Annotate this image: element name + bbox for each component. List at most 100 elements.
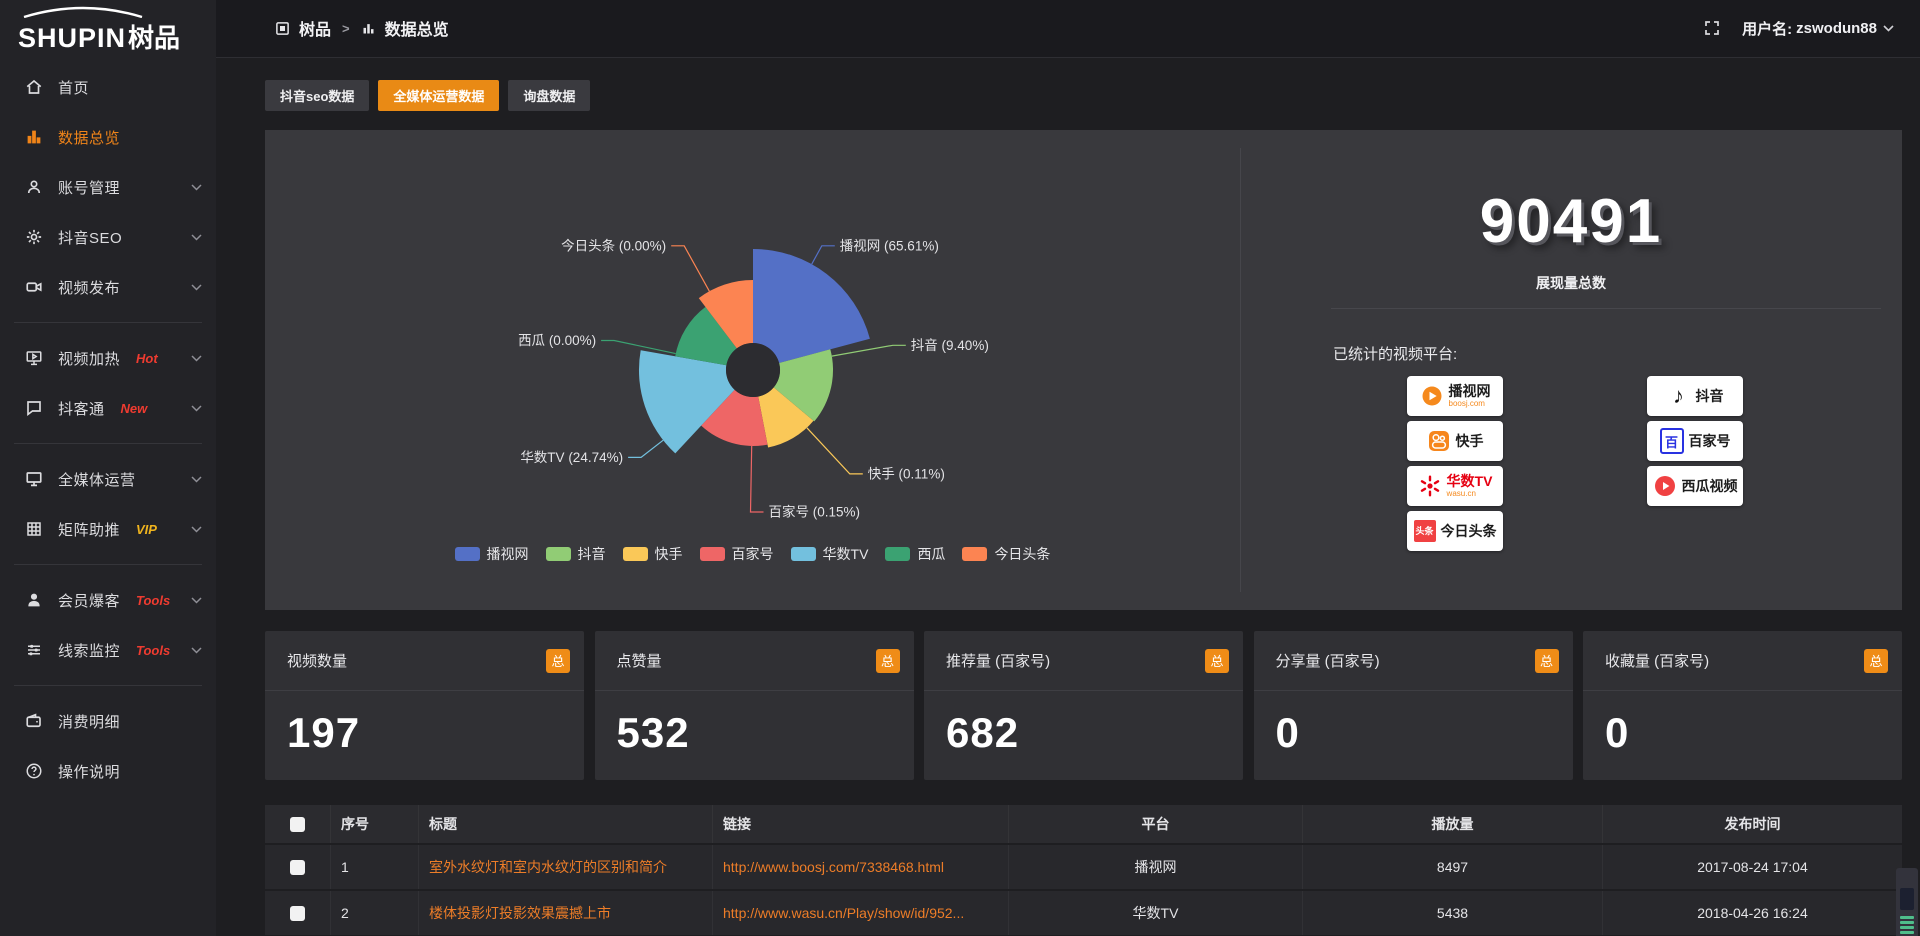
sidebar-item-sliders[interactable]: 线索监控 Tools	[0, 625, 216, 675]
cell-link[interactable]: http://www.wasu.cn/Play/show/id/952...	[712, 891, 1008, 935]
breadcrumb-separator: >	[342, 20, 350, 36]
sidebar-item-monitor[interactable]: 全媒体运营	[0, 454, 216, 504]
sidebar-item-label: 会员爆客	[58, 592, 121, 610]
stat-card-value: 682	[946, 709, 1020, 756]
tab-2[interactable]: 询盘数据	[508, 80, 591, 111]
legend-item-今日头条[interactable]: 今日头条	[962, 544, 1050, 564]
legend-item-抖音[interactable]: 抖音	[545, 544, 606, 564]
legend-item-播视网[interactable]: 播视网	[454, 544, 529, 564]
tab-0[interactable]: 抖音seo数据	[265, 80, 370, 111]
overview-panel: 播视网 (65.61%) 抖音 (9.40%) 快手 (0.11%) 百家号 (0.1…	[265, 130, 1902, 610]
legend-label: 华数TV	[822, 546, 869, 562]
panel-divider	[1240, 148, 1241, 592]
pie-slice-抖音[interactable]	[773, 349, 834, 422]
sidebar-item-label: 消费明细	[58, 713, 121, 731]
sidebar-item-gear[interactable]: 抖音SEO	[0, 212, 216, 262]
pie-slice-西瓜[interactable]	[675, 306, 737, 366]
pie-slice-百家号[interactable]	[701, 389, 768, 446]
pie-label-line	[749, 445, 764, 513]
stat-card-label: 视频数量	[287, 653, 348, 670]
cell-index: 1	[330, 845, 418, 889]
pie-label: 抖音 (9.40%)	[911, 337, 989, 353]
stat-card-value: 197	[287, 709, 361, 756]
legend-item-西瓜[interactable]: 西瓜	[885, 544, 945, 564]
topbar: 树品 > 数据总览 用户名: zswodun88	[216, 0, 1920, 58]
row-checkbox[interactable]	[290, 905, 305, 921]
legend-label: 快手	[654, 546, 683, 562]
sidebar-item-monitor-play[interactable]: 视频加热 Hot	[0, 333, 216, 383]
tab-1[interactable]: 全媒体运营数据	[378, 80, 500, 111]
username: zswodun88	[1796, 19, 1877, 37]
sidebar-item-question[interactable]: 操作说明	[0, 746, 216, 796]
stat-card-value: 532	[616, 709, 690, 756]
douyin-logo-icon: ♪	[1673, 383, 1684, 408]
sidebar-item-video[interactable]: 视频发布	[0, 262, 216, 312]
user-menu[interactable]: 用户名: zswodun88	[1742, 18, 1894, 39]
sidebar-item-chat[interactable]: 抖客通 New	[0, 383, 216, 433]
sidebar: SHUPIN树品 首页 数据总览 账号管理抖音SEO 视频发布视频加热 Hot 抖客通 Ne…	[0, 0, 216, 936]
chart-icon	[24, 127, 44, 147]
pie-slice-华数TV[interactable]	[638, 350, 735, 454]
cell-title[interactable]: 楼体投影灯投影效果震撼上市	[418, 891, 712, 935]
boosj-logo-icon	[1420, 384, 1444, 408]
legend-swatch	[454, 547, 480, 561]
sidebar-item-users[interactable]: 会员爆客 Tools	[0, 575, 216, 625]
sidebar-item-home[interactable]: 首页	[0, 62, 216, 112]
legend-item-快手[interactable]: 快手	[622, 544, 683, 564]
legend-item-华数TV[interactable]: 华数TV	[790, 544, 869, 564]
stat-card-value: 0	[1605, 709, 1630, 756]
total-badge: 总	[546, 648, 570, 673]
logo-text-en: SHUPIN	[18, 23, 127, 53]
cell-platform: 播视网	[1008, 845, 1302, 889]
platform-name: 百家号	[1688, 433, 1731, 449]
sidebar-divider	[14, 685, 202, 686]
breadcrumb-page[interactable]: 数据总览	[384, 22, 449, 39]
pie-label-line	[601, 339, 676, 355]
sidebar-item-chart[interactable]: 数据总览	[0, 112, 216, 162]
pie-hole	[726, 343, 780, 397]
rose-chart: 播视网 (65.61%) 抖音 (9.40%) 快手 (0.11%) 百家号 (0.1…	[518, 237, 989, 519]
home-icon	[24, 77, 44, 97]
logo-text-cn: 树品	[128, 23, 181, 53]
legend-label: 西瓜	[917, 546, 946, 562]
platform-name: 快手	[1455, 433, 1484, 449]
user-icon	[24, 177, 44, 197]
column-header-0: 序号	[330, 805, 418, 843]
user-label: 用户名:	[1742, 20, 1793, 38]
app-square-icon	[275, 21, 290, 36]
breadcrumb-app[interactable]: 树品	[299, 22, 332, 39]
cell-link[interactable]: http://www.boosj.com/7338468.html	[712, 845, 1008, 889]
pie-slice-今日头条[interactable]	[698, 279, 753, 349]
sidebar-item-label: 抖音SEO	[58, 229, 123, 247]
summary-divider	[1331, 308, 1881, 309]
gear-icon	[24, 227, 44, 247]
pie-label: 今日头条 (0.00%)	[561, 237, 666, 253]
select-all-checkbox[interactable]	[290, 816, 305, 832]
fullscreen-icon[interactable]	[1704, 20, 1720, 36]
sidebar-divider	[14, 443, 202, 444]
row-checkbox[interactable]	[290, 859, 305, 875]
legend-label: 抖音	[577, 546, 606, 562]
sidebar-item-grid[interactable]: 矩阵助推 VIP	[0, 504, 216, 554]
legend-item-百家号[interactable]: 百家号	[699, 544, 774, 564]
summary-section: 90491 展现量总数 已统计的视频平台: 播视网 boosj.com 快手 华数TV…	[1241, 130, 1902, 610]
legend-label: 百家号	[731, 546, 774, 562]
stat-card-2: 推荐量 (百家号) 总 682	[924, 631, 1243, 780]
stat-card-label: 点赞量	[616, 653, 662, 670]
platform-badge-kuaishou: 快手	[1407, 421, 1503, 461]
stat-cards: 视频数量总 197 点赞量总 532 推荐量 (百家号) 总 682 分享量 (百家号) 总 0 收…	[265, 631, 1902, 780]
table-row: 1 室外水纹灯和室内水纹灯的区别和简介 http://www.boosj.com/7…	[265, 843, 1902, 889]
monitor-icon	[24, 469, 44, 489]
sidebar-item-label: 操作说明	[58, 763, 121, 781]
cell-title[interactable]: 室外水纹灯和室内水纹灯的区别和简介	[418, 845, 712, 889]
pie-slice-播视网[interactable]	[753, 249, 870, 363]
stat-card-0: 视频数量 总 197	[265, 631, 584, 780]
total-badge: 总	[875, 648, 900, 673]
pie-slice-快手[interactable]	[758, 387, 814, 448]
platform-name: 今日头条	[1440, 523, 1497, 539]
stat-card-label: 推荐量 (百家号)	[946, 653, 1051, 670]
sidebar-item-wallet[interactable]: 消费明细	[0, 696, 216, 746]
cell-time: 2017-08-24 17:04	[1602, 845, 1902, 889]
sidebar-item-user[interactable]: 账号管理	[0, 162, 216, 212]
floating-widget[interactable]	[1896, 868, 1918, 936]
